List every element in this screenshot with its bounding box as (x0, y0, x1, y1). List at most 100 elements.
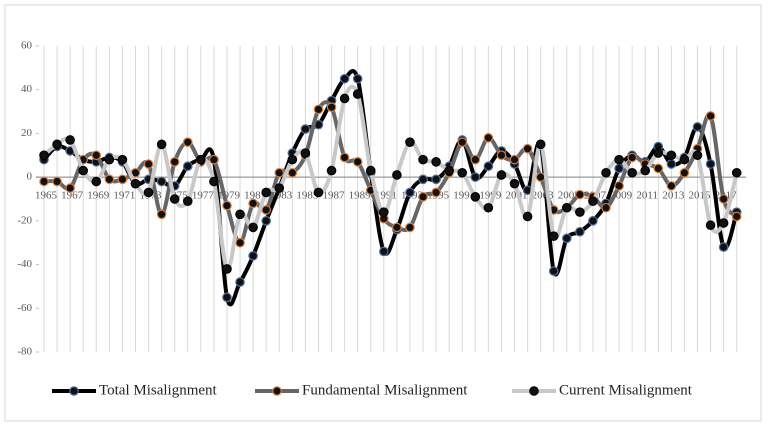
point-marker (117, 154, 128, 165)
point-marker (444, 165, 454, 176)
point-marker (379, 207, 389, 217)
point-marker (143, 187, 154, 198)
x-tick-label: 1977 (192, 190, 215, 202)
point-marker (39, 176, 49, 187)
point-marker (326, 165, 337, 176)
x-tick-label: 1989 (349, 190, 372, 202)
point-marker (483, 161, 494, 172)
point-marker (248, 222, 258, 233)
point-marker (313, 104, 324, 115)
point-marker (601, 167, 611, 178)
point-marker (418, 174, 428, 185)
point-marker (222, 200, 232, 211)
point-marker (627, 167, 637, 178)
point-marker (143, 159, 154, 169)
point-marker (261, 205, 271, 215)
point-marker (431, 174, 441, 185)
point-marker (339, 93, 350, 104)
point-marker (222, 292, 232, 303)
y-tick-label: -80 (17, 346, 32, 358)
point-marker (575, 189, 585, 200)
point-marker (52, 176, 62, 187)
point-marker (182, 137, 193, 147)
point-marker (522, 211, 533, 222)
point-marker (365, 165, 376, 176)
point-marker (561, 202, 572, 213)
point-marker (248, 198, 258, 209)
point-marker (169, 157, 180, 167)
point-marker (535, 172, 546, 182)
point-marker (379, 246, 389, 257)
point-marker (627, 152, 637, 163)
x-tick-label: 1987 (323, 190, 346, 202)
x-tick-label: 1967 (61, 190, 84, 202)
point-marker (339, 152, 350, 163)
point-marker (731, 167, 742, 178)
point-marker (679, 154, 690, 165)
point-marker (222, 264, 232, 274)
point-marker (718, 218, 729, 228)
point-marker (78, 165, 89, 176)
point-marker (65, 135, 75, 145)
y-tick-label: 0 (27, 171, 33, 183)
point-marker (575, 207, 585, 217)
point-marker (535, 139, 546, 150)
point-marker (666, 181, 677, 191)
point-marker (130, 178, 141, 189)
x-tick-label: 2011 (636, 190, 658, 202)
y-tick-label: -20 (17, 214, 32, 226)
point-marker (261, 187, 271, 198)
x-tick-label: 1985 (296, 190, 319, 202)
point-marker (614, 154, 624, 165)
point-marker (261, 216, 271, 226)
point-marker (352, 73, 363, 84)
y-tick-label: 40 (21, 83, 33, 95)
point-marker (392, 222, 402, 233)
point-marker (418, 154, 428, 165)
point-marker (91, 176, 102, 187)
legend-label: Fundamental Misalignment (302, 382, 468, 398)
point-marker (705, 220, 716, 231)
point-marker (352, 157, 363, 167)
point-marker (182, 196, 193, 206)
point-marker (614, 181, 624, 191)
legend-marker (529, 386, 539, 396)
point-marker (300, 124, 311, 134)
legend-marker (272, 386, 282, 396)
point-marker (588, 196, 598, 206)
point-marker (405, 222, 415, 233)
point-marker (196, 154, 206, 165)
point-marker (666, 159, 677, 169)
point-marker (287, 154, 298, 165)
point-marker (640, 165, 651, 176)
point-marker (457, 167, 468, 178)
point-marker (470, 154, 481, 165)
point-marker (104, 154, 115, 165)
point-marker (470, 192, 481, 202)
x-tick-label: 1971 (113, 190, 135, 202)
point-marker (156, 139, 167, 150)
point-marker (235, 209, 245, 220)
point-marker (156, 176, 167, 187)
point-marker (509, 178, 520, 189)
x-tick-label: 2013 (662, 190, 685, 202)
legend-marker (69, 386, 79, 396)
point-marker (705, 111, 716, 121)
point-marker (718, 242, 729, 252)
point-marker (509, 154, 520, 165)
x-tick-label: 1997 (453, 190, 476, 202)
point-marker (679, 167, 690, 178)
point-marker (52, 139, 62, 150)
point-marker (182, 161, 193, 172)
point-marker (169, 194, 180, 204)
point-marker (718, 194, 729, 204)
point-marker (666, 150, 677, 161)
point-marker (248, 251, 258, 261)
point-marker (405, 187, 415, 198)
point-marker (470, 172, 481, 182)
y-tick-label: -60 (17, 302, 32, 314)
point-marker (431, 157, 441, 167)
point-marker (39, 150, 49, 161)
